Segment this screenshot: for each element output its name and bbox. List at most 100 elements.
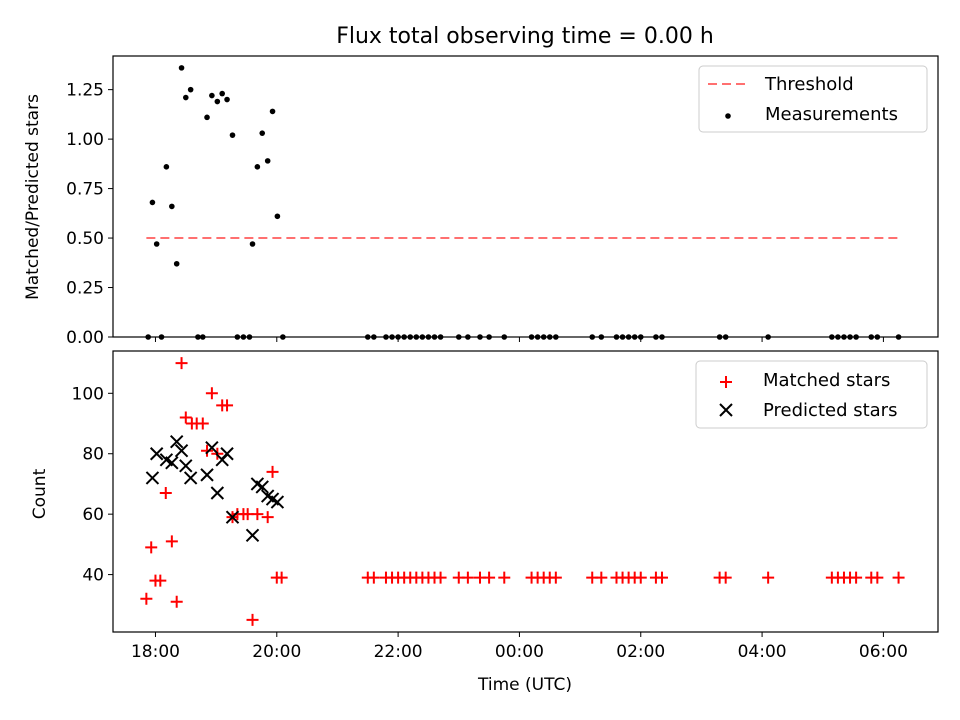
- matched-star-point: [892, 571, 905, 584]
- bottom-y-tick-label: 40: [82, 566, 104, 586]
- measurement-point: [224, 96, 230, 103]
- x-tick-label: 00:00: [495, 642, 544, 662]
- matched-star-point: [367, 571, 380, 584]
- bottom-legend-box: [695, 360, 928, 429]
- matched-legend-label: Matched stars: [763, 370, 890, 391]
- bottom-axes-frame: [112, 350, 939, 633]
- bottom-y-tick-label: 80: [82, 445, 104, 465]
- matched-star-point: [145, 541, 158, 554]
- predicted-star-point: [174, 444, 189, 458]
- bottom-panel: 40 60 80 100 18:00 20:00 22:00 00:00 02:00 04:00 0…: [72, 350, 939, 662]
- measurement-point: [169, 203, 175, 210]
- measurement-point: [264, 158, 271, 164]
- matched-star-point: [549, 571, 562, 584]
- matched-star-point: [251, 508, 264, 521]
- measurements-legend-label: Measurements: [765, 104, 898, 125]
- matched-star-point: [275, 571, 288, 584]
- measurement-point: [173, 260, 180, 267]
- bottom-y-tick-label: 100: [72, 384, 104, 404]
- top-y-tick-label: 0.00: [66, 328, 104, 348]
- measurement-point: [209, 92, 215, 99]
- matched-star-point: [205, 387, 218, 400]
- measurement-point: [214, 98, 221, 105]
- matched-star-point: [221, 399, 234, 412]
- top-y-tick-label: 0.25: [66, 279, 104, 299]
- predicted-star-point: [179, 459, 193, 473]
- x-tick-label: 22:00: [374, 642, 423, 662]
- matched-star-point: [871, 571, 884, 584]
- bottom-y-tick-label: 60: [82, 505, 104, 525]
- measurements-legend-marker: [725, 113, 731, 119]
- predicted-star-point: [210, 486, 225, 500]
- x-tick-label: 20:00: [252, 642, 301, 662]
- chart-title: Flux total observing time = 0.00 h: [336, 24, 714, 49]
- matched-star-point: [434, 571, 447, 584]
- predicted-star-point: [200, 468, 214, 482]
- top-legend-box: [698, 65, 928, 133]
- matched-star-point: [196, 417, 209, 430]
- matched-star-point: [655, 571, 668, 584]
- measurement-point: [204, 114, 210, 121]
- top-y-axis-label: Matched/Predicted stars: [23, 94, 43, 300]
- predicted-star-point: [225, 510, 240, 524]
- measurement-point: [219, 90, 225, 97]
- x-axis-label: Time (UTC): [477, 675, 572, 695]
- predicted-star-point: [149, 447, 164, 461]
- measurement-point: [249, 241, 256, 247]
- predicted-star-point: [205, 440, 219, 455]
- measurement-point: [182, 94, 189, 101]
- predicted-star-point: [220, 447, 234, 461]
- matched-star-point: [261, 511, 274, 524]
- measurement-point: [149, 199, 156, 206]
- matched-star-point: [461, 571, 474, 584]
- predicted-star-point: [165, 456, 179, 470]
- x-tick-label: 06:00: [859, 642, 908, 662]
- matched-star-point: [719, 571, 732, 584]
- matched-star-point: [634, 571, 647, 584]
- x-tick-label: 02:00: [616, 642, 665, 662]
- matched-star-point: [762, 571, 775, 584]
- matched-star-point: [179, 411, 192, 424]
- matched-star-point: [266, 465, 279, 478]
- bottom-y-axis-label: Count: [30, 468, 50, 519]
- measurement-point: [187, 86, 194, 93]
- top-y-tick-label: 1.25: [66, 81, 104, 101]
- top-legend: Threshold Measurements: [698, 65, 928, 133]
- x-tick-label: 04:00: [738, 642, 787, 662]
- matched-star-point: [159, 487, 172, 500]
- matched-star-point: [165, 535, 178, 548]
- x-tick-label: 18:00: [131, 642, 180, 662]
- matched-star-point: [595, 571, 608, 584]
- measurement-point: [163, 164, 170, 170]
- matched-star-point: [154, 574, 167, 587]
- measurement-point: [153, 241, 160, 247]
- predicted-star-point: [270, 495, 285, 509]
- top-y-tick-label: 1.00: [66, 130, 104, 150]
- matched-star-point: [175, 357, 188, 370]
- matched-star-point: [483, 571, 496, 584]
- predicted-star-point: [255, 480, 269, 494]
- measurement-point: [269, 108, 276, 115]
- matched-star-point: [170, 595, 183, 608]
- threshold-legend-label: Threshold: [764, 74, 854, 95]
- top-y-tick-label: 0.50: [66, 229, 104, 249]
- predicted-star-point: [145, 471, 160, 485]
- predicted-star-point: [169, 434, 184, 449]
- predicted-star-point: [183, 471, 198, 485]
- measurement-point: [254, 164, 261, 170]
- predicted-legend-marker: [719, 403, 733, 417]
- matched-star-point: [498, 571, 511, 584]
- bottom-legend: Matched stars Predicted stars: [695, 360, 928, 429]
- matched-legend-marker: [720, 376, 732, 388]
- predicted-legend-label: Predicted stars: [763, 400, 897, 421]
- top-y-tick-label: 0.75: [66, 180, 104, 200]
- top-axes-frame: [112, 55, 939, 338]
- predicted-star-point: [245, 528, 260, 543]
- matched-star-point: [246, 613, 259, 626]
- matched-star-point: [140, 592, 153, 605]
- measurement-point: [274, 213, 281, 220]
- measurement-point: [178, 65, 185, 71]
- measurement-point: [259, 130, 266, 136]
- matched-star-point: [201, 444, 214, 457]
